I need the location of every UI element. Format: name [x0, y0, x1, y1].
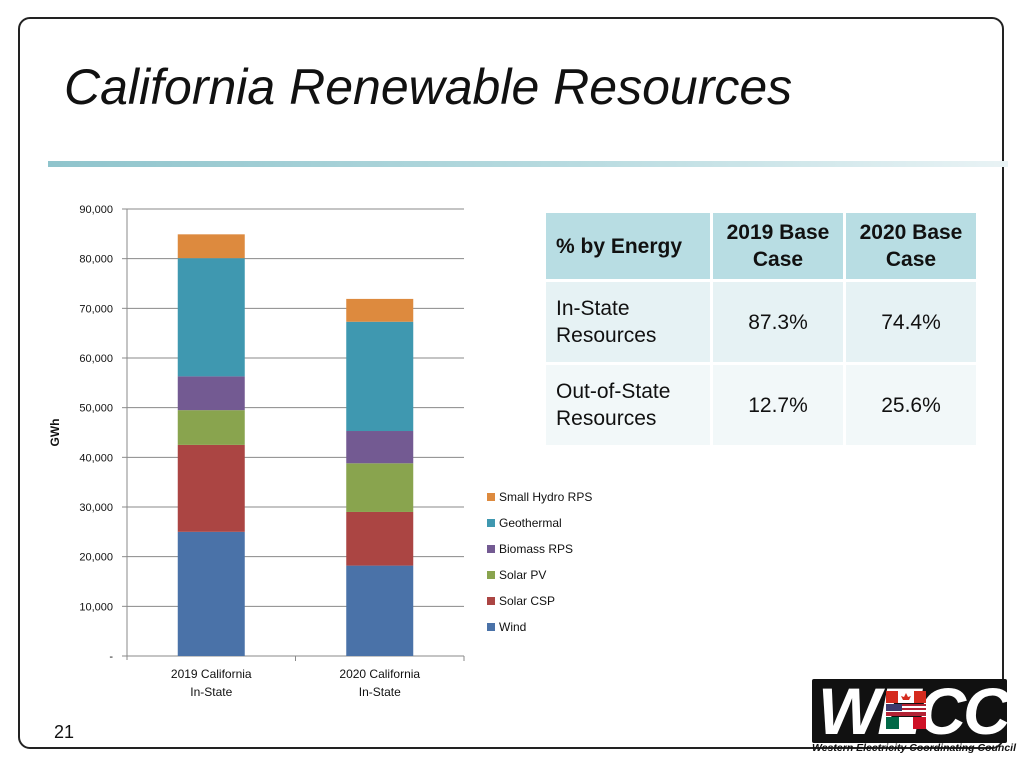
bar-segment-small-hydro-rps	[177, 234, 245, 259]
table-header-energy: % by Energy	[546, 213, 710, 279]
bar-segment-small-hydro-rps	[346, 298, 414, 322]
legend-label: Geothermal	[499, 516, 562, 530]
legend-label: Solar PV	[499, 568, 546, 582]
y-tick-label: 90,000	[79, 204, 113, 216]
bar-segment-solar-pv	[177, 410, 245, 445]
stacked-bar-chart: - 10,000 20,000 30,000 40,000 50,000 60,000 70,…	[48, 204, 592, 699]
y-tick-label: 30,000	[79, 502, 113, 514]
bar-segment-wind	[346, 565, 414, 656]
y-tick-label: 70,000	[79, 303, 113, 315]
table-row-out-of-state: Out-of-State Resources 12.7% 25.6%	[546, 365, 976, 445]
y-axis-label: GWh	[48, 419, 62, 447]
energy-share-table: % by Energy 2019 Base Case 2020 Base Case …	[543, 210, 979, 448]
bar-segment-solar-csp	[346, 511, 414, 566]
y-tick-label: 80,000	[79, 254, 113, 266]
page-number: 21	[54, 722, 75, 742]
cell-out-of-state-2020: 25.6%	[846, 365, 976, 445]
legend-label: Biomass RPS	[499, 542, 573, 556]
table-header-row: % by Energy 2019 Base Case 2020 Base Case	[546, 213, 976, 279]
legend-label: Solar CSP	[499, 594, 555, 608]
y-tick-label: 60,000	[79, 353, 113, 365]
flags-icon	[886, 691, 926, 729]
table-header-2019: 2019 Base Case	[713, 213, 843, 279]
bar-segment-geothermal	[177, 258, 245, 377]
row-label-in-state: In-State Resources	[546, 282, 710, 362]
x-category-label: In-State	[359, 685, 401, 699]
bar-segment-biomass-rps	[346, 431, 414, 464]
slide-frame	[18, 17, 1004, 749]
bar-segment-geothermal	[346, 321, 414, 432]
row-label-out-of-state: Out-of-State Resources	[546, 365, 710, 445]
cell-out-of-state-2019: 12.7%	[713, 365, 843, 445]
y-tick-label: 20,000	[79, 552, 113, 564]
cell-in-state-2020: 74.4%	[846, 282, 976, 362]
x-category-label: 2019 California	[171, 667, 252, 681]
y-tick-label: 10,000	[79, 601, 113, 613]
y-tick-label: -	[109, 651, 113, 663]
legend-label: Small Hydro RPS	[499, 490, 592, 504]
legend-swatch	[487, 571, 495, 579]
legend-swatch	[487, 493, 495, 501]
bar-segment-wind	[177, 531, 245, 656]
title-underline	[48, 161, 1008, 167]
legend-swatch	[487, 597, 495, 605]
bar-segment-biomass-rps	[177, 376, 245, 411]
legend-label: Wind	[499, 620, 526, 634]
x-category-label: 2020 California	[339, 667, 420, 681]
legend-swatch	[487, 623, 495, 631]
table-row-in-state: In-State Resources 87.3% 74.4%	[546, 282, 976, 362]
y-tick-label: 40,000	[79, 452, 113, 464]
cell-in-state-2019: 87.3%	[713, 282, 843, 362]
logo-caption: Western Electricity Coordinating Council	[812, 742, 1017, 754]
logo-box: WECC	[812, 674, 1011, 748]
slide-title: California Renewable Resources	[64, 59, 793, 115]
legend-swatch	[487, 519, 495, 527]
x-category-label: In-State	[190, 685, 232, 699]
wecc-logo: WECC Western Electricity Coordinating Co…	[812, 674, 1017, 757]
bar-segment-solar-csp	[177, 444, 245, 532]
bar-segment-solar-pv	[346, 463, 414, 512]
legend-swatch	[487, 545, 495, 553]
table-header-2020: 2020 Base Case	[846, 213, 976, 279]
y-tick-label: 50,000	[79, 403, 113, 415]
